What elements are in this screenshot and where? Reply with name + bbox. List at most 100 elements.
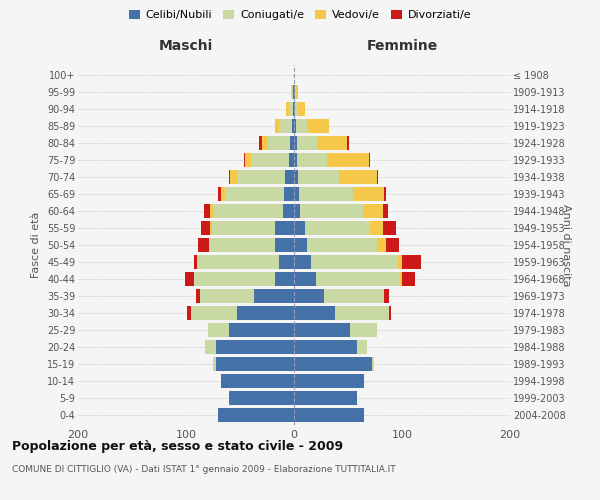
Bar [237,170,286,184]
Bar [294,153,297,167]
Y-axis label: Fasce di età: Fasce di età [31,212,41,278]
Bar [208,323,229,337]
Bar [294,221,305,235]
Bar [294,374,364,388]
Bar [383,204,388,218]
Bar [251,153,289,167]
Bar [294,187,299,201]
Bar [244,153,245,167]
Bar [205,340,216,354]
Bar [185,272,194,286]
Bar [297,136,317,150]
Text: Femmine: Femmine [367,38,437,52]
Bar [229,323,294,337]
Bar [283,204,294,218]
Bar [295,85,296,99]
Bar [293,85,294,99]
Bar [218,187,221,201]
Bar [402,255,421,269]
Bar [353,187,383,201]
Y-axis label: Anni di nascita: Anni di nascita [561,204,571,286]
Bar [294,255,311,269]
Bar [301,204,363,218]
Bar [218,408,294,422]
Bar [383,221,395,235]
Bar [275,238,294,252]
Bar [294,306,335,320]
Bar [205,204,210,218]
Bar [254,289,294,303]
Bar [347,136,349,150]
Bar [289,153,294,167]
Bar [386,238,399,252]
Bar [294,340,356,354]
Bar [294,272,316,286]
Bar [305,221,370,235]
Bar [363,204,383,218]
Bar [262,136,268,150]
Bar [324,289,383,303]
Bar [294,102,295,116]
Bar [221,374,294,388]
Bar [335,306,389,320]
Bar [294,119,296,133]
Bar [293,102,294,116]
Bar [294,357,372,371]
Bar [284,187,294,201]
Bar [372,357,374,371]
Bar [259,136,262,150]
Bar [328,153,368,167]
Bar [311,255,398,269]
Bar [216,340,294,354]
Bar [237,306,294,320]
Bar [294,136,297,150]
Bar [200,289,254,303]
Bar [213,204,283,218]
Bar [316,272,400,286]
Bar [201,221,210,235]
Bar [210,204,213,218]
Bar [225,187,284,201]
Bar [297,153,328,167]
Bar [286,170,294,184]
Bar [275,221,294,235]
Bar [398,255,402,269]
Bar [221,187,225,201]
Bar [229,391,294,405]
Bar [212,221,275,235]
Bar [340,170,377,184]
Bar [279,119,292,133]
Bar [294,238,307,252]
Bar [298,170,340,184]
Bar [294,85,295,99]
Bar [275,272,294,286]
Bar [197,255,198,269]
Bar [295,102,298,116]
Bar [213,357,216,371]
Bar [299,187,353,201]
Bar [400,272,402,286]
Bar [298,102,305,116]
Bar [230,170,237,184]
Text: COMUNE DI CITTIGLIO (VA) - Dati ISTAT 1° gennaio 2009 - Elaborazione TUTTITALIA.: COMUNE DI CITTIGLIO (VA) - Dati ISTAT 1°… [12,465,395,474]
Text: Popolazione per età, sesso e stato civile - 2009: Popolazione per età, sesso e stato civil… [12,440,343,453]
Bar [209,238,210,252]
Bar [356,340,367,354]
Text: Maschi: Maschi [159,38,213,52]
Bar [194,255,197,269]
Bar [275,119,279,133]
Bar [290,136,294,150]
Bar [368,153,370,167]
Bar [216,357,294,371]
Bar [402,272,415,286]
Bar [350,323,377,337]
Bar [294,204,301,218]
Bar [317,136,347,150]
Bar [383,289,389,303]
Bar [296,85,298,99]
Bar [307,238,377,252]
Legend: Celibi/Nubili, Coniugati/e, Vedovi/e, Divorziati/e: Celibi/Nubili, Coniugati/e, Vedovi/e, Di… [124,6,476,25]
Bar [245,153,251,167]
Bar [389,306,391,320]
Bar [198,238,209,252]
